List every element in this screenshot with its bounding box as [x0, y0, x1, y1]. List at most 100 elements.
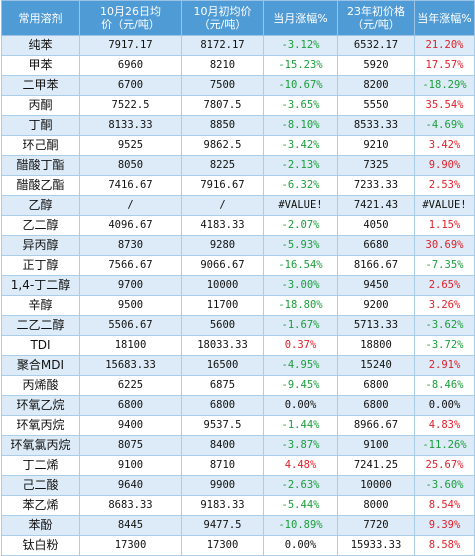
- cell-price-1026: 7566.67: [79, 255, 182, 276]
- table-row: 乙醇 / / #VALUE! 7421.43 #VALUE!: [1, 195, 475, 216]
- cell-solvent-name: 环氧乙烷: [1, 395, 80, 416]
- cell-price-1026: 7522.5: [79, 95, 182, 116]
- cell-year-change: -8.46%: [414, 375, 475, 396]
- cell-price-year-start: 8200: [337, 75, 415, 96]
- table-row: 1,4-丁二醇 9700 10000 -3.00% 9450 2.65%: [1, 275, 475, 296]
- cell-price-year-start: 10000: [337, 475, 415, 496]
- cell-price-year-start: 8966.67: [337, 415, 415, 436]
- header-price-oct-start: 10月初均价 （元/吨）: [181, 0, 264, 36]
- cell-price-year-start: 6532.17: [337, 35, 415, 56]
- cell-price-1026: 15683.33: [79, 355, 182, 376]
- cell-price-oct-start: 9537.5: [181, 415, 264, 436]
- cell-solvent-name: 辛醇: [1, 295, 80, 316]
- cell-price-1026: 9640: [79, 475, 182, 496]
- cell-price-oct-start: 9862.5: [181, 135, 264, 156]
- cell-year-change: -18.29%: [414, 75, 475, 96]
- cell-price-oct-start: /: [181, 195, 264, 216]
- cell-price-1026: 8730: [79, 235, 182, 256]
- cell-price-oct-start: 9477.5: [181, 515, 264, 536]
- cell-price-1026: 9525: [79, 135, 182, 156]
- cell-solvent-name: 纯苯: [1, 35, 80, 56]
- cell-price-1026: 18100: [79, 335, 182, 356]
- table-row: 丁二烯 9100 8710 4.48% 7241.25 25.67%: [1, 455, 475, 476]
- table-row: 乙二醇 4096.67 4183.33 -2.07% 4050 1.15%: [1, 215, 475, 236]
- cell-price-1026: 4096.67: [79, 215, 182, 236]
- cell-year-change: -11.26%: [414, 435, 475, 456]
- cell-price-year-start: 5550: [337, 95, 415, 116]
- cell-price-year-start: 6800: [337, 395, 415, 416]
- table-row: 环氧氯丙烷 8075 8400 -3.87% 9100 -11.26%: [1, 435, 475, 456]
- cell-month-change: 0.37%: [263, 335, 338, 356]
- cell-year-change: #VALUE!: [414, 195, 475, 216]
- cell-month-change: -6.32%: [263, 175, 338, 196]
- table-row: 苯乙烯 8683.33 9183.33 -5.44% 8000 8.54%: [1, 495, 475, 516]
- cell-solvent-name: 二乙二醇: [1, 315, 80, 336]
- table-row: 二乙二醇 5506.67 5600 -1.67% 5713.33 -3.62%: [1, 315, 475, 336]
- table-row: 钛白粉 17300 17300 0.00% 15933.33 8.58%: [1, 535, 475, 556]
- cell-solvent-name: 正丁醇: [1, 255, 80, 276]
- cell-year-change: 2.65%: [414, 275, 475, 296]
- cell-price-1026: 6700: [79, 75, 182, 96]
- cell-month-change: -3.65%: [263, 95, 338, 116]
- cell-price-1026: 7917.17: [79, 35, 182, 56]
- cell-price-oct-start: 9900: [181, 475, 264, 496]
- cell-month-change: -10.67%: [263, 75, 338, 96]
- table-row: 苯酚 8445 9477.5 -10.89% 7720 9.39%: [1, 515, 475, 536]
- cell-solvent-name: 二甲苯: [1, 75, 80, 96]
- cell-solvent-name: 醋酸乙酯: [1, 175, 80, 196]
- cell-year-change: -7.35%: [414, 255, 475, 276]
- cell-month-change: -2.07%: [263, 215, 338, 236]
- cell-price-1026: 8445: [79, 515, 182, 536]
- cell-price-oct-start: 8172.17: [181, 35, 264, 56]
- table-row: 甲苯 6960 8210 -15.23% 5920 17.57%: [1, 55, 475, 76]
- header-month-change: 当月涨幅%: [263, 0, 338, 36]
- cell-year-change: 30.69%: [414, 235, 475, 256]
- cell-month-change: -3.42%: [263, 135, 338, 156]
- cell-year-change: 2.53%: [414, 175, 475, 196]
- cell-price-oct-start: 6800: [181, 395, 264, 416]
- cell-year-change: 21.20%: [414, 35, 475, 56]
- cell-year-change: 2.91%: [414, 355, 475, 376]
- cell-solvent-name: TDI: [1, 335, 80, 356]
- cell-solvent-name: 钛白粉: [1, 535, 80, 556]
- cell-month-change: -4.95%: [263, 355, 338, 376]
- cell-price-year-start: 9450: [337, 275, 415, 296]
- table-row: 环己酮 9525 9862.5 -3.42% 9210 3.42%: [1, 135, 475, 156]
- cell-price-year-start: 8533.33: [337, 115, 415, 136]
- cell-month-change: -2.13%: [263, 155, 338, 176]
- cell-solvent-name: 1,4-丁二醇: [1, 275, 80, 296]
- table-row: 环氧丙烷 9400 9537.5 -1.44% 8966.67 4.83%: [1, 415, 475, 436]
- cell-price-oct-start: 8850: [181, 115, 264, 136]
- cell-year-change: -3.72%: [414, 335, 475, 356]
- cell-solvent-name: 醋酸丁酯: [1, 155, 80, 176]
- cell-solvent-name: 乙二醇: [1, 215, 80, 236]
- cell-year-change: 4.83%: [414, 415, 475, 436]
- table-row: 聚合MDI 15683.33 16500 -4.95% 15240 2.91%: [1, 355, 475, 376]
- cell-year-change: 9.39%: [414, 515, 475, 536]
- cell-price-1026: 6225: [79, 375, 182, 396]
- cell-price-oct-start: 7500: [181, 75, 264, 96]
- cell-year-change: -3.60%: [414, 475, 475, 496]
- cell-solvent-name: 丁二烯: [1, 455, 80, 476]
- cell-solvent-name: 丙酮: [1, 95, 80, 116]
- cell-price-year-start: 18800: [337, 335, 415, 356]
- cell-month-change: -16.54%: [263, 255, 338, 276]
- cell-solvent-name: 环己酮: [1, 135, 80, 156]
- cell-month-change: 4.48%: [263, 455, 338, 476]
- table-row: 异丙醇 8730 9280 -5.93% 6680 30.69%: [1, 235, 475, 256]
- cell-price-oct-start: 16500: [181, 355, 264, 376]
- cell-month-change: -9.45%: [263, 375, 338, 396]
- cell-year-change: 35.54%: [414, 95, 475, 116]
- cell-price-year-start: 15240: [337, 355, 415, 376]
- cell-solvent-name: 环氧氯丙烷: [1, 435, 80, 456]
- cell-price-oct-start: 11700: [181, 295, 264, 316]
- cell-price-oct-start: 17300: [181, 535, 264, 556]
- cell-year-change: 3.26%: [414, 295, 475, 316]
- cell-solvent-name: 丁酮: [1, 115, 80, 136]
- cell-price-1026: 17300: [79, 535, 182, 556]
- table-row: 丙烯酸 6225 6875 -9.45% 6800 -8.46%: [1, 375, 475, 396]
- header-year-change: 当年涨幅%: [414, 0, 475, 36]
- cell-price-1026: 9400: [79, 415, 182, 436]
- cell-price-year-start: 5920: [337, 55, 415, 76]
